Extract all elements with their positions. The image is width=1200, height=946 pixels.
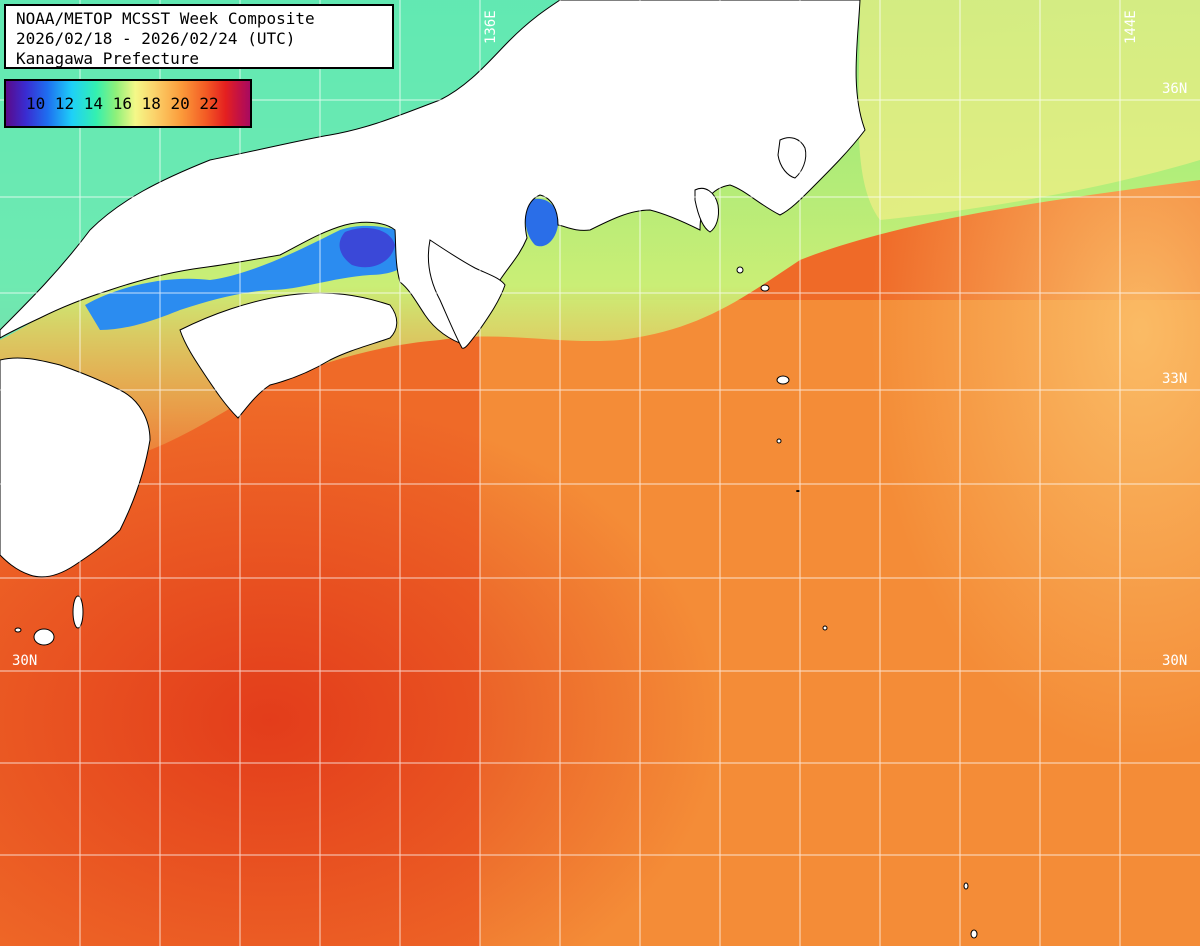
island — [760, 284, 770, 292]
honshu-land — [0, 0, 866, 346]
island — [14, 627, 22, 633]
map-title: NOAA/METOP MCSST Week Composite — [16, 9, 315, 28]
shikoku-land — [179, 292, 398, 419]
island — [822, 625, 828, 631]
island — [33, 628, 55, 646]
kyushu-land — [0, 357, 151, 578]
latitude-label-30n-right: 30N — [1162, 653, 1188, 669]
island — [963, 882, 969, 890]
island — [796, 490, 800, 492]
longitude-label-136e: 136E — [483, 10, 499, 44]
island — [970, 929, 978, 939]
island — [72, 595, 84, 629]
izu-peninsula-land — [694, 187, 719, 233]
map-title-box: NOAA/METOP MCSST Week Composite 2026/02/… — [4, 4, 394, 69]
temperature-color-bar: 10 12 14 16 18 20 22 — [4, 79, 252, 128]
longitude-label-144e: 144E — [1123, 10, 1139, 44]
kii-peninsula-land — [427, 239, 506, 349]
temperature-tick-labels: 10 12 14 16 18 20 22 — [26, 94, 219, 113]
region-name: Kanagawa Prefecture — [16, 49, 200, 68]
osaka-bay-cold — [339, 228, 395, 268]
latitude-label-36n: 36N — [1162, 81, 1188, 97]
boso-peninsula-land — [777, 137, 807, 179]
island — [736, 266, 744, 274]
latitude-label-30n-left: 30N — [12, 653, 38, 669]
ise-bay-cold — [525, 198, 559, 247]
island — [776, 438, 782, 444]
latitude-label-33n: 33N — [1162, 371, 1188, 387]
ocean-northeast-yellow — [858, 0, 1200, 220]
date-range: 2026/02/18 - 2026/02/24 (UTC) — [16, 29, 296, 48]
island — [776, 375, 790, 385]
